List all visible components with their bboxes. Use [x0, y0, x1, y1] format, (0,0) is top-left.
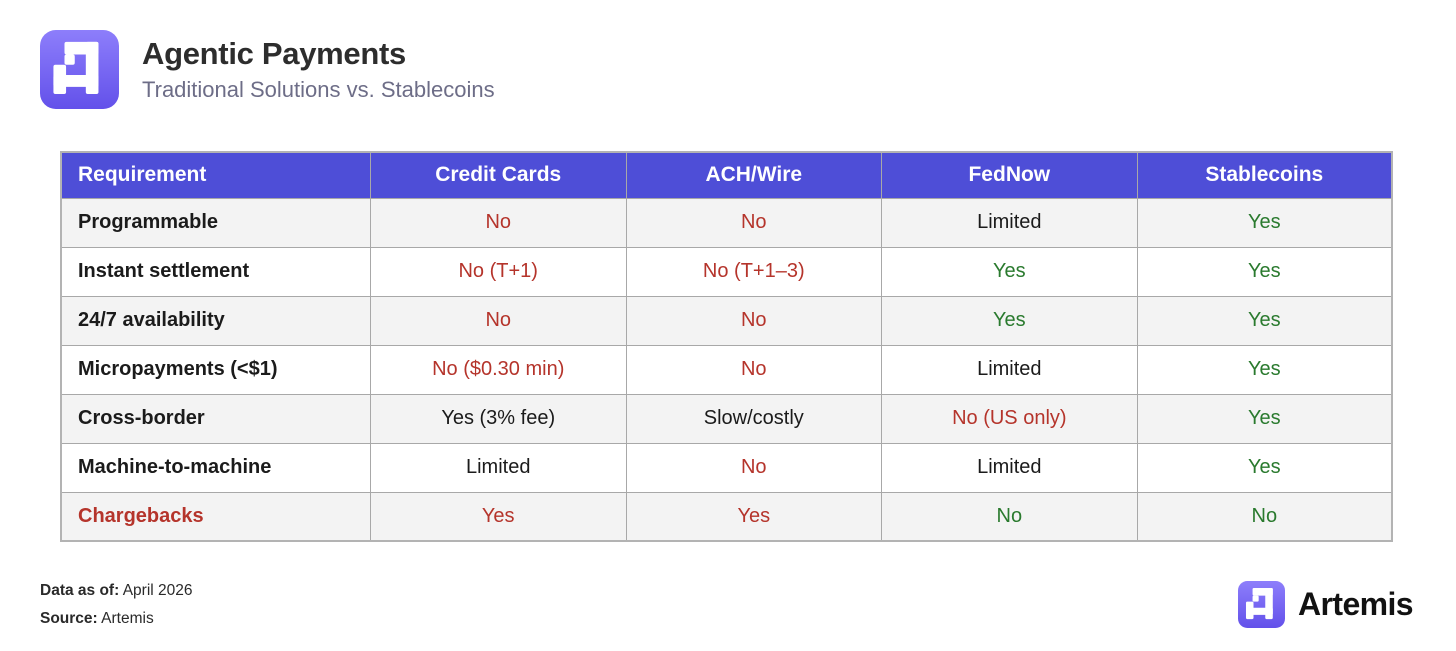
requirement-cell: Chargebacks — [60, 491, 371, 542]
comparison-table: Requirement Credit Cards ACH/Wire FedNow Sta… — [60, 151, 1393, 542]
page-subtitle: Traditional Solutions vs. Stablecoins — [142, 76, 495, 102]
value-cell: Limited — [881, 344, 1138, 395]
source-label: Source: — [40, 610, 98, 627]
source-line: Source: Artemis — [40, 605, 193, 633]
artemis-logo-icon — [1238, 581, 1286, 628]
table-row: Micropayments (<$1) No ($0.30 min) No Limit… — [60, 344, 1393, 395]
meta-block: Data as of: April 2026 Source: Artemis — [40, 577, 193, 633]
value-cell: Yes — [881, 295, 1138, 346]
artemis-wordmark: Artemis — [1298, 586, 1414, 622]
value-cell: No — [369, 197, 627, 248]
artemis-brand-mark: Artemis — [1238, 581, 1414, 628]
value-cell: No — [625, 295, 883, 346]
value-cell: No (T+1–3) — [625, 246, 883, 297]
requirement-cell: Instant settlement — [60, 246, 371, 297]
value-cell: No ($0.30 min) — [369, 344, 627, 395]
title-block: Agentic Payments Traditional Solutions v… — [142, 36, 495, 103]
table-header-row: Requirement Credit Cards ACH/Wire FedNow Sta… — [60, 151, 1393, 199]
value-cell: Yes (3% fee) — [369, 393, 627, 444]
value-cell: Yes — [1136, 442, 1393, 493]
value-cell: Yes — [625, 491, 883, 542]
column-header-fednow: FedNow — [881, 151, 1138, 199]
table-row: Machine-to-machine Limited No Limited Yes — [60, 442, 1393, 493]
value-cell: Slow/costly — [625, 393, 883, 444]
table-row: 24/7 availability No No Yes Yes — [60, 295, 1393, 346]
table-container: Requirement Credit Cards ACH/Wire FedNow Sta… — [60, 151, 1393, 542]
value-cell: Yes — [1136, 344, 1393, 395]
data-as-of-line: Data as of: April 2026 — [40, 577, 193, 605]
table-row: Programmable No No Limited Yes — [60, 197, 1393, 248]
requirement-cell: Cross-border — [60, 393, 371, 444]
data-as-of-label: Data as of: — [40, 582, 120, 599]
table-row: Chargebacks Yes Yes No No — [60, 491, 1393, 542]
value-cell: No (US only) — [881, 393, 1138, 444]
column-header-stablecoins: Stablecoins — [1136, 151, 1393, 199]
table-row: Cross-border Yes (3% fee) Slow/costly No (U… — [60, 393, 1393, 444]
requirement-cell: Micropayments (<$1) — [60, 344, 371, 395]
value-cell: No (T+1) — [369, 246, 627, 297]
value-cell: No — [625, 442, 883, 493]
value-cell: Yes — [369, 491, 627, 542]
value-cell: No — [881, 491, 1138, 542]
value-cell: Yes — [881, 246, 1138, 297]
artemis-logo-icon — [40, 30, 119, 109]
source-value: Artemis — [101, 610, 154, 627]
value-cell: No — [369, 295, 627, 346]
value-cell: No — [625, 344, 883, 395]
data-as-of-value: April 2026 — [122, 582, 193, 599]
value-cell: Yes — [1136, 393, 1393, 444]
value-cell: No — [1136, 491, 1393, 542]
value-cell: No — [625, 197, 883, 248]
value-cell: Yes — [1136, 197, 1393, 248]
column-header-requirement: Requirement — [60, 151, 371, 199]
requirement-cell: Programmable — [60, 197, 371, 248]
value-cell: Limited — [369, 442, 627, 493]
table-row: Instant settlement No (T+1) No (T+1–3) Yes Y… — [60, 246, 1393, 297]
value-cell: Limited — [881, 442, 1138, 493]
column-header-credit-cards: Credit Cards — [369, 151, 627, 199]
requirement-cell: Machine-to-machine — [60, 442, 371, 493]
requirement-cell: 24/7 availability — [60, 295, 371, 346]
value-cell: Limited — [881, 197, 1138, 248]
value-cell: Yes — [1136, 295, 1393, 346]
value-cell: Yes — [1136, 246, 1393, 297]
column-header-ach-wire: ACH/Wire — [625, 151, 883, 199]
page-title: Agentic Payments — [142, 35, 406, 71]
page-header: Agentic Payments Traditional Solutions v… — [40, 30, 495, 109]
